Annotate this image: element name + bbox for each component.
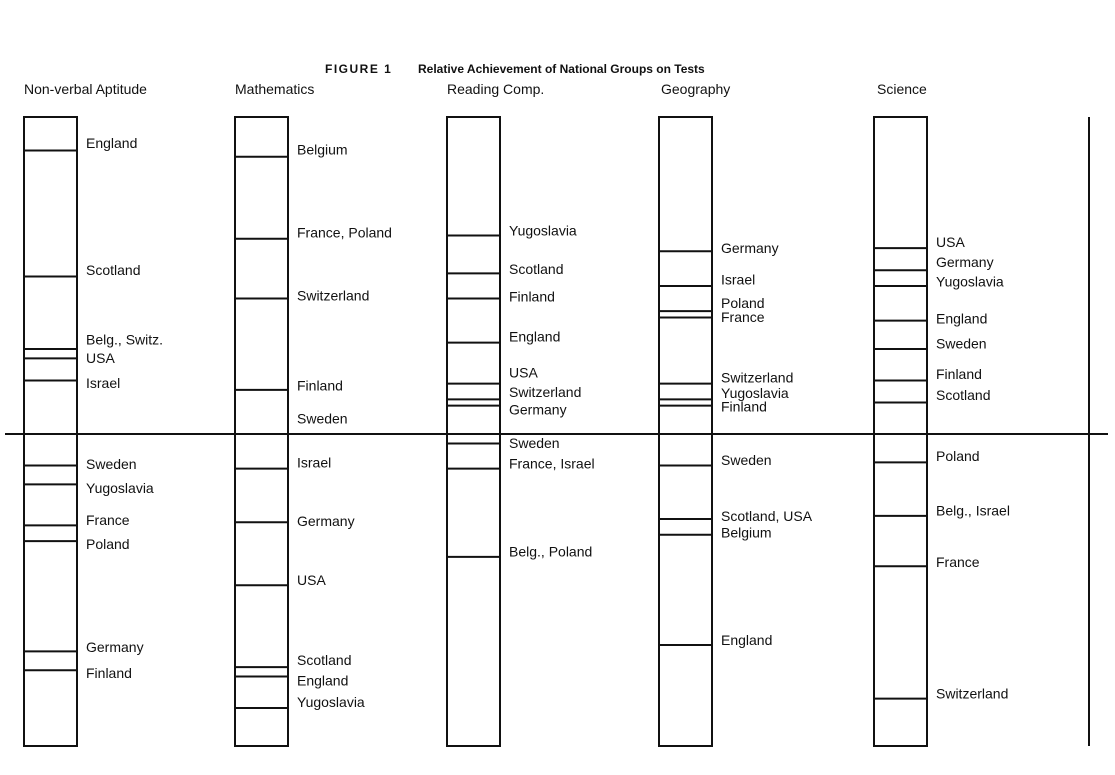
country-label: Belg., Switz. <box>86 332 163 348</box>
country-label: France <box>86 512 130 528</box>
figure-title: Relative Achievement of National Groups … <box>418 62 705 76</box>
country-label: Yugoslavia <box>509 222 577 238</box>
country-label: Yugoslavia <box>936 274 1004 290</box>
country-label: Finland <box>721 398 767 414</box>
country-label: USA <box>297 572 326 588</box>
scale-column <box>234 116 289 747</box>
country-label: Finland <box>86 665 132 681</box>
country-label: Scotland <box>297 652 351 668</box>
country-label: Germany <box>721 240 779 256</box>
country-label: Poland <box>721 295 765 311</box>
scale-column <box>873 116 928 747</box>
country-label: Israel <box>721 272 755 288</box>
country-label: Sweden <box>86 456 137 472</box>
country-label: Yugoslavia <box>86 480 154 496</box>
country-label: Belgium <box>297 142 348 158</box>
country-label: Scotland <box>936 387 990 403</box>
country-label: Yugoslavia <box>297 694 365 710</box>
country-label: Scotland <box>86 262 140 278</box>
country-label: Belgium <box>721 525 772 541</box>
scale-column <box>23 116 78 747</box>
country-label: Sweden <box>297 411 348 427</box>
scale-column <box>446 116 501 747</box>
country-label: Sweden <box>721 452 772 468</box>
scale-column <box>658 116 713 747</box>
country-label: Germany <box>509 401 567 417</box>
country-label: Sweden <box>936 336 987 352</box>
country-label: Scotland <box>509 261 563 277</box>
country-label: England <box>936 310 987 326</box>
panel: Mathematics Belgium France, Poland Switzerl… <box>234 81 392 747</box>
country-label: Israel <box>297 454 331 470</box>
country-label: USA <box>86 350 115 366</box>
country-label: France <box>721 309 765 325</box>
country-label: Belg., Israel <box>936 503 1010 519</box>
country-label: France, Israel <box>509 455 595 471</box>
country-label: Switzerland <box>297 287 369 303</box>
country-label: Switzerland <box>936 685 1008 701</box>
panel: Reading Comp. Yugoslavia Scotland Finland En… <box>446 81 595 747</box>
country-label: Finland <box>509 288 555 304</box>
country-label: USA <box>509 364 538 380</box>
panel-header: Reading Comp. <box>447 81 544 97</box>
country-label: Israel <box>86 375 120 391</box>
country-label: Scotland, USA <box>721 508 813 524</box>
country-label: France <box>936 554 980 570</box>
country-label: England <box>86 135 137 151</box>
country-label: Finland <box>297 378 343 394</box>
figure-number: FIGURE 1 <box>325 62 392 76</box>
panel: Science USA Germany Yugoslavia England Sweden… <box>873 81 1010 747</box>
panel-header: Non-verbal Aptitude <box>24 81 147 97</box>
country-label: France, Poland <box>297 224 392 240</box>
country-label: Poland <box>86 536 130 552</box>
panel-header: Science <box>877 81 927 97</box>
country-label: Switzerland <box>721 369 793 385</box>
panel-header: Geography <box>661 81 730 97</box>
country-label: Sweden <box>509 435 560 451</box>
country-label: Yugoslavia <box>721 385 789 401</box>
country-label: Germany <box>86 639 144 655</box>
country-label: England <box>509 328 560 344</box>
panel: Non-verbal Aptitude England Scotland Belg.,… <box>23 81 163 747</box>
country-label: England <box>297 672 348 688</box>
country-label: Germany <box>297 513 355 529</box>
country-label: Switzerland <box>509 384 581 400</box>
country-label: England <box>721 632 772 648</box>
panel-header: Mathematics <box>235 81 314 97</box>
country-label: Poland <box>936 448 980 464</box>
country-label: Germany <box>936 254 994 270</box>
country-label: Belg., Poland <box>509 544 592 560</box>
country-label: Finland <box>936 366 982 382</box>
country-label: USA <box>936 234 965 250</box>
